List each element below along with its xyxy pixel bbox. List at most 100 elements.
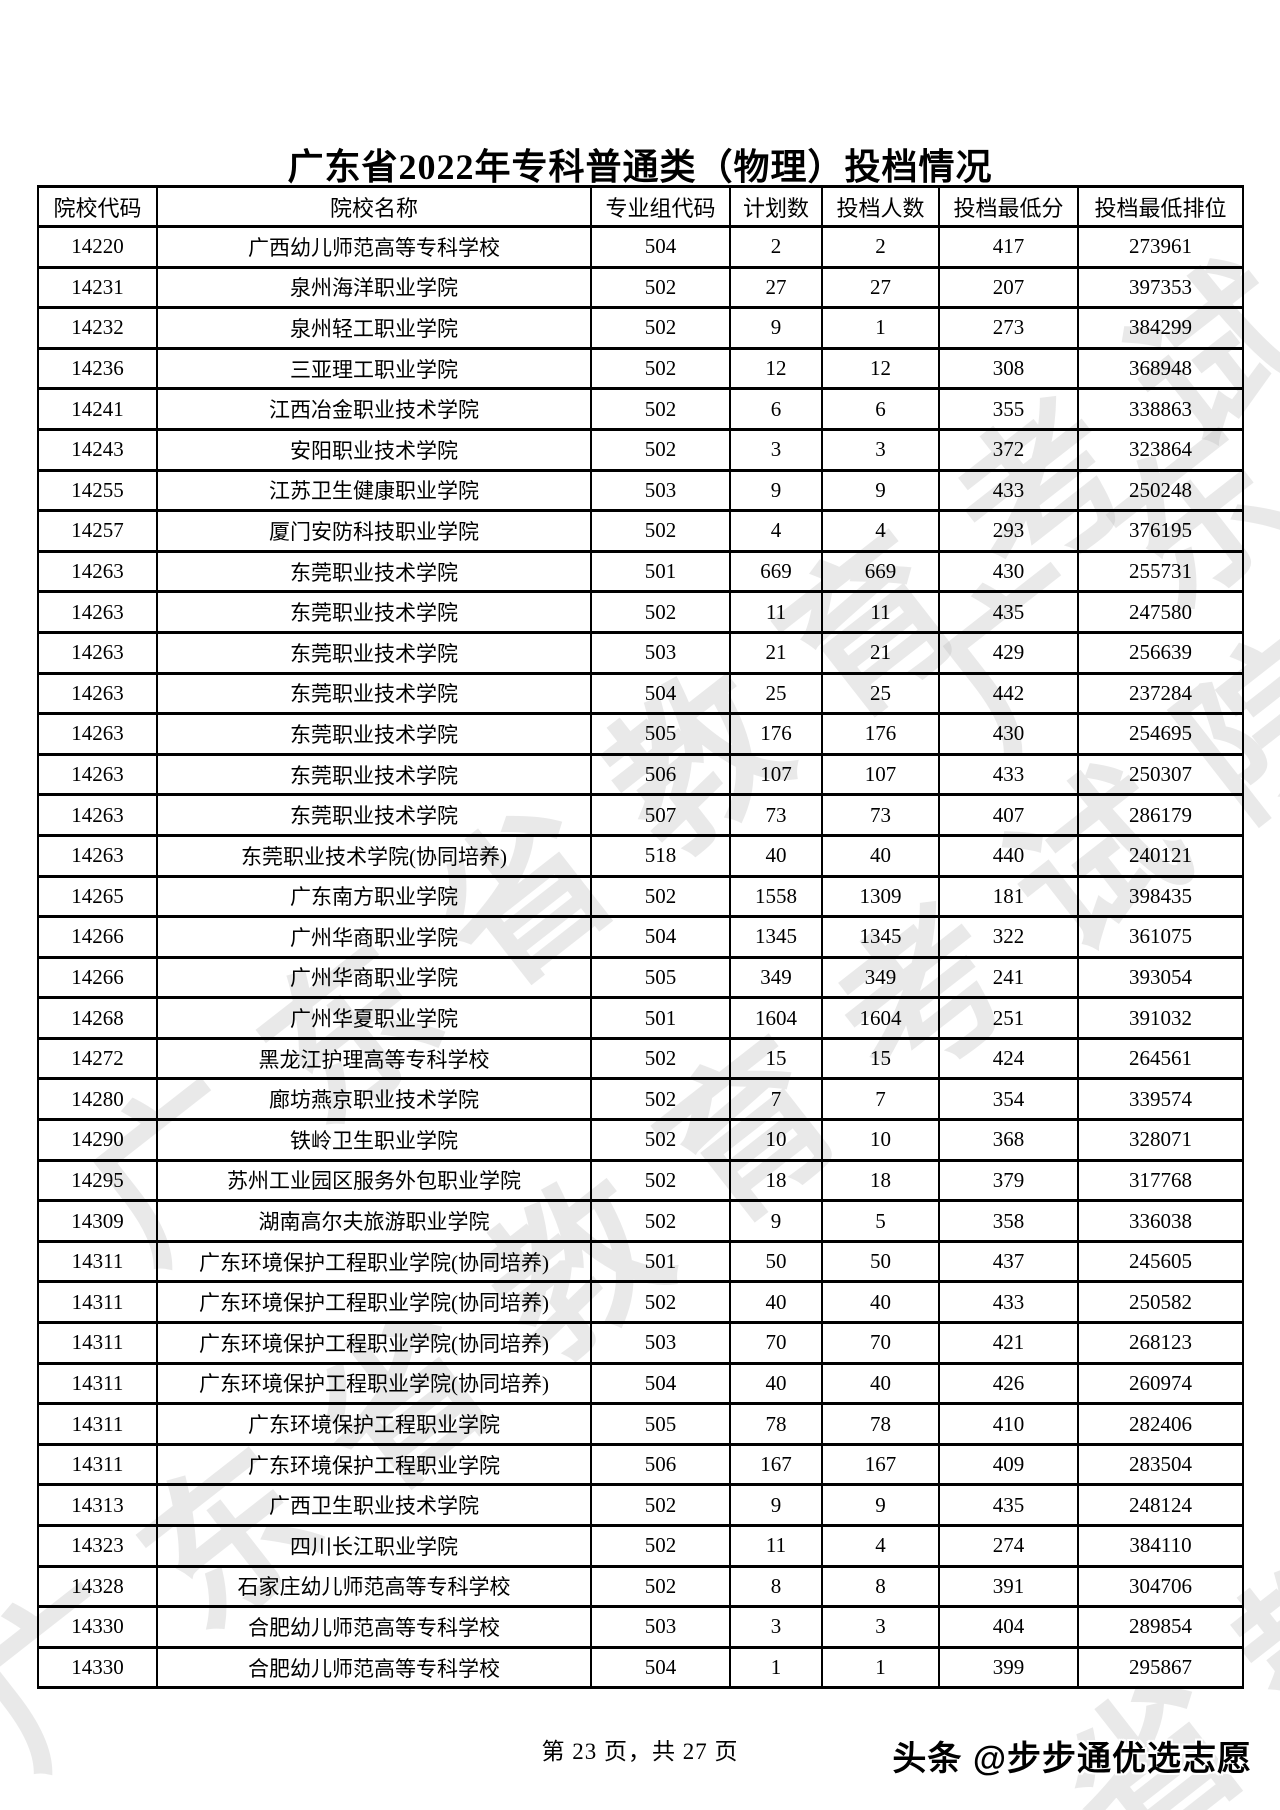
table-cell: 507 (590, 793, 731, 837)
table-cell: 4 (821, 509, 940, 553)
table-cell: 293 (938, 509, 1079, 553)
table-row: 14272 黑龙江护理高等专科学校 502 15 15 424 264561 (37, 1036, 1244, 1081)
table-cell: 14263 (37, 712, 158, 756)
table-cell: 40 (729, 1280, 823, 1325)
table-row: 14263 东莞职业技术学院 506 107 107 433 250307 (37, 752, 1244, 797)
table-cell: 江苏卫生健康职业学院 (156, 468, 592, 513)
table-row: 14311 广东环境保护工程职业学院 505 78 78 410 282406 (37, 1402, 1244, 1446)
table-cell: 502 (590, 1199, 731, 1243)
table-cell: 安阳职业技术学院 (156, 427, 592, 472)
table-cell: 368948 (1077, 346, 1244, 391)
table-cell: 376195 (1077, 509, 1244, 553)
table-cell: 338863 (1077, 387, 1244, 431)
table-cell: 广东南方职业学院 (156, 874, 592, 919)
table-cell: 368 (938, 1118, 1079, 1162)
table-cell: 14263 (37, 752, 158, 797)
table-cell: 广东环境保护工程职业学院 (156, 1442, 592, 1487)
table-cell: 石家庄幼儿师范高等专科学校 (156, 1564, 592, 1609)
table-cell: 430 (938, 549, 1079, 594)
table-cell: 505 (590, 1402, 731, 1446)
table-cell: 240121 (1077, 833, 1244, 878)
table-cell: 256639 (1077, 630, 1244, 675)
table-cell: 176 (821, 712, 940, 756)
table-cell: 14330 (37, 1645, 158, 1690)
table-cell: 14311 (37, 1321, 158, 1365)
table-cell: 27 (729, 265, 823, 310)
table-row: 14236 三亚理工职业学院 502 12 12 308 368948 (37, 346, 1244, 391)
table-cell: 502 (590, 1158, 731, 1203)
table-cell: 14311 (37, 1361, 158, 1406)
table-cell: 304706 (1077, 1564, 1244, 1609)
table-cell: 1 (821, 1645, 940, 1690)
table-row: 14295 苏州工业园区服务外包职业学院 502 18 18 379 317768 (37, 1158, 1244, 1203)
table-cell: 8 (821, 1564, 940, 1609)
table-row: 14263 东莞职业技术学院(协同培养) 518 40 40 440 240121 (37, 833, 1244, 878)
table-cell: 393054 (1077, 955, 1244, 1000)
table-cell: 东莞职业技术学院(协同培养) (156, 833, 592, 878)
table-cell: 21 (729, 630, 823, 675)
table-row: 14241 江西冶金职业技术学院 502 6 6 355 338863 (37, 387, 1244, 431)
table-cell: 502 (590, 874, 731, 919)
table-cell: 251 (938, 996, 1079, 1040)
table-cell: 广东环境保护工程职业学院(协同培养) (156, 1280, 592, 1325)
table-cell: 3 (729, 1605, 823, 1649)
table-cell: 181 (938, 874, 1079, 919)
table-cell: 14313 (37, 1483, 158, 1527)
table-cell: 336038 (1077, 1199, 1244, 1243)
table-row: 14263 东莞职业技术学院 502 11 11 435 247580 (37, 590, 1244, 634)
table-cell: 14330 (37, 1605, 158, 1649)
table-cell: 东莞职业技术学院 (156, 590, 592, 634)
table-cell: 14328 (37, 1564, 158, 1609)
table-cell: 323864 (1077, 427, 1244, 472)
table-cell: 391 (938, 1564, 1079, 1609)
table-cell: 11 (729, 1524, 823, 1568)
table-cell: 167 (821, 1442, 940, 1487)
table-cell: 358 (938, 1199, 1079, 1243)
admission-table: 院校代码 院校名称 专业组代码 计划数 投档人数 投档最低分 投档最低排位 14… (37, 185, 1244, 1690)
table-cell: 505 (590, 712, 731, 756)
table-cell: 15 (729, 1036, 823, 1081)
table-cell: 407 (938, 793, 1079, 837)
table-cell: 435 (938, 1483, 1079, 1527)
table-cell: 501 (590, 996, 731, 1040)
table-cell: 14255 (37, 468, 158, 513)
table-cell: 14323 (37, 1524, 158, 1568)
table-cell: 502 (590, 1483, 731, 1527)
table-cell: 东莞职业技术学院 (156, 793, 592, 837)
column-header-college-code: 院校代码 (37, 185, 158, 228)
table-row: 14243 安阳职业技术学院 502 3 3 372 323864 (37, 427, 1244, 472)
column-header-filed-count: 投档人数 (821, 185, 940, 228)
table-cell: 502 (590, 265, 731, 310)
table-cell: 7 (821, 1077, 940, 1122)
table-cell: 502 (590, 1118, 731, 1162)
table-cell: 14236 (37, 346, 158, 391)
table-row: 14263 东莞职业技术学院 504 25 25 442 237284 (37, 671, 1244, 716)
table-cell: 505 (590, 955, 731, 1000)
table-cell: 1 (729, 1645, 823, 1690)
column-header-min-score: 投档最低分 (938, 185, 1079, 228)
table-cell: 25 (821, 671, 940, 716)
table-cell: 14272 (37, 1036, 158, 1081)
table-body: 14220 广西幼儿师范高等专科学校 504 2 2 417 273961 14231 泉州海洋… (37, 225, 1244, 1690)
page-number: 第 23 页，共 27 页 (541, 1739, 739, 1764)
page-title: 广东省2022年专科普通类（物理）投档情况 (287, 147, 993, 187)
table-cell: 349 (729, 955, 823, 1000)
table-cell: 440 (938, 833, 1079, 878)
table-cell: 502 (590, 1077, 731, 1122)
table-cell: 260974 (1077, 1361, 1244, 1406)
table-row: 14309 湖南高尔夫旅游职业学院 502 9 5 358 336038 (37, 1199, 1244, 1243)
table-cell: 384299 (1077, 306, 1244, 350)
table-cell: 167 (729, 1442, 823, 1487)
table-cell: 176 (729, 712, 823, 756)
table-cell: 8 (729, 1564, 823, 1609)
table-cell: 264561 (1077, 1036, 1244, 1081)
table-cell: 14311 (37, 1239, 158, 1284)
table-cell: 厦门安防科技职业学院 (156, 509, 592, 553)
table-cell: 503 (590, 1321, 731, 1365)
table-row: 14323 四川长江职业学院 502 11 4 274 384110 (37, 1524, 1244, 1568)
table-cell: 9 (729, 1483, 823, 1527)
table-cell: 245605 (1077, 1239, 1244, 1284)
table-cell: 255731 (1077, 549, 1244, 594)
table-row: 14266 广州华商职业学院 505 349 349 241 393054 (37, 955, 1244, 1000)
